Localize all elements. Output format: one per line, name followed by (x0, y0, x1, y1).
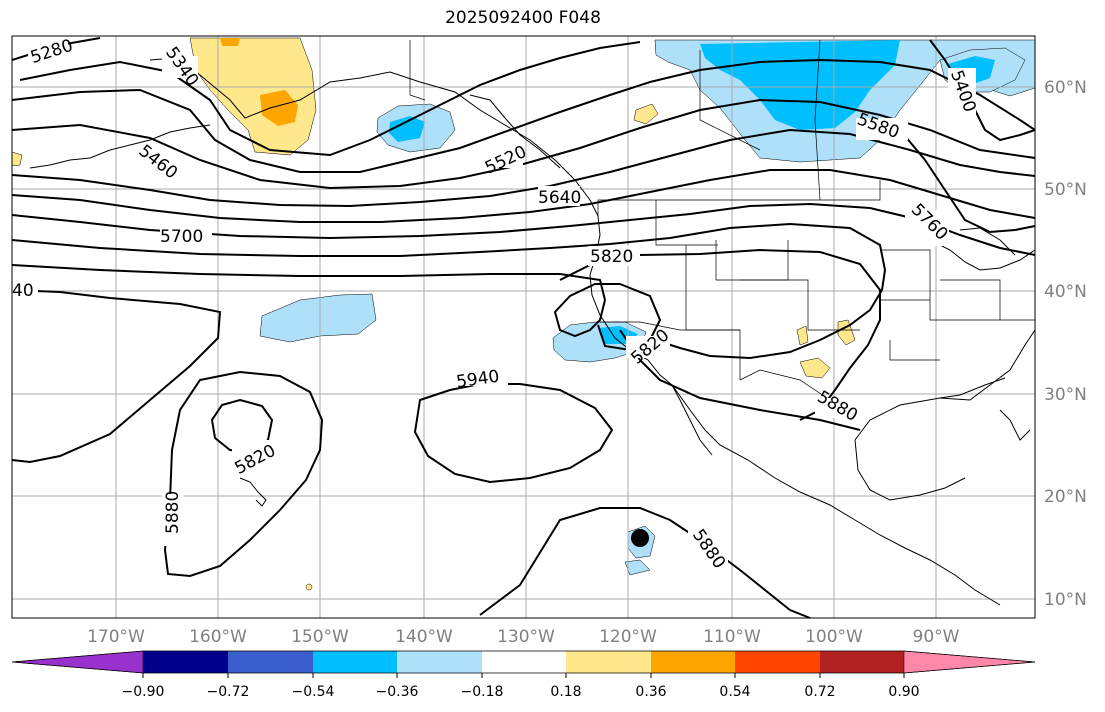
colorbar: −0.90 −0.72 −0.54 −0.36 −0.18 0.18 0.36 … (11, 650, 1036, 700)
lon-label: 110°W (703, 627, 761, 647)
graticule (12, 36, 1035, 618)
colorbar-segment (820, 651, 904, 673)
lat-label: 30°N (1044, 385, 1087, 405)
lon-label: 140°W (395, 627, 453, 647)
coastlines (29, 57, 1036, 606)
height-contours (11, 37, 1036, 619)
contour-label: 5880 (163, 491, 183, 534)
contour-label: 5700 (160, 227, 203, 247)
map-area: 5280 5340 5460 5520 5640 5700 5820 5940 … (11, 35, 1036, 619)
positive-anomaly-region (260, 90, 298, 126)
contour-label: 5640 (538, 188, 581, 208)
positive-anomaly-region (837, 319, 856, 346)
colorbar-tick-label: 0.18 (550, 684, 581, 700)
lon-label: 100°W (805, 627, 863, 647)
lat-label: 40°N (1044, 282, 1087, 302)
colorbar-tick-label: −0.72 (207, 684, 250, 700)
map-title: 2025092400 F048 (445, 8, 601, 28)
colorbar-segment (903, 650, 1036, 674)
lon-label: 120°W (599, 627, 657, 647)
positive-anomaly-dot (305, 583, 313, 591)
colorbar-segment (482, 651, 566, 673)
colorbar-tick-label: 0.72 (804, 684, 835, 700)
colorbar-segment (651, 651, 735, 673)
colorbar-tick-label: 0.36 (635, 684, 666, 700)
colorbar-segment (735, 651, 820, 673)
colorbar-tick-label: −0.18 (461, 684, 504, 700)
longitude-labels: 170°W 160°W 150°W 140°W 130°W 120°W 110°… (87, 627, 960, 647)
lon-label: 160°W (189, 627, 247, 647)
lon-label: 90°W (913, 627, 960, 647)
contour-label: 40 (12, 281, 34, 301)
lon-label: 130°W (497, 627, 555, 647)
lon-label: 170°W (87, 627, 145, 647)
lat-label: 10°N (1044, 590, 1087, 610)
shaded-regions (11, 37, 1036, 591)
lat-label: 50°N (1044, 180, 1087, 200)
negative-anomaly-core (631, 529, 649, 547)
colorbar-tick-label: 0.90 (888, 684, 919, 700)
colorbar-tick-label: −0.54 (292, 684, 335, 700)
colorbar-segment (397, 651, 482, 673)
contour-label: 5820 (590, 247, 633, 267)
positive-anomaly-region (796, 325, 809, 346)
colorbar-tick-label: 0.54 (719, 684, 750, 700)
colorbar-tick-label: −0.36 (376, 684, 419, 700)
positive-anomaly-region (799, 357, 831, 379)
political-borders (409, 39, 1035, 401)
lat-label: 60°N (1044, 78, 1087, 98)
lat-label: 20°N (1044, 487, 1087, 507)
colorbar-tick-label: −0.90 (122, 684, 165, 700)
map-frame (11, 35, 1036, 619)
colorbar-segment (11, 650, 144, 674)
positive-anomaly-region (220, 38, 240, 46)
latitude-labels: 60°N 50°N 40°N 30°N 20°N 10°N (1044, 78, 1087, 610)
colorbar-segment (566, 651, 651, 673)
colorbar-segment (313, 651, 397, 673)
negative-anomaly-region (389, 116, 425, 142)
lon-label: 150°W (291, 627, 349, 647)
colorbar-segment (228, 651, 313, 673)
colorbar-segment (143, 651, 228, 673)
positive-anomaly-region (633, 103, 659, 125)
